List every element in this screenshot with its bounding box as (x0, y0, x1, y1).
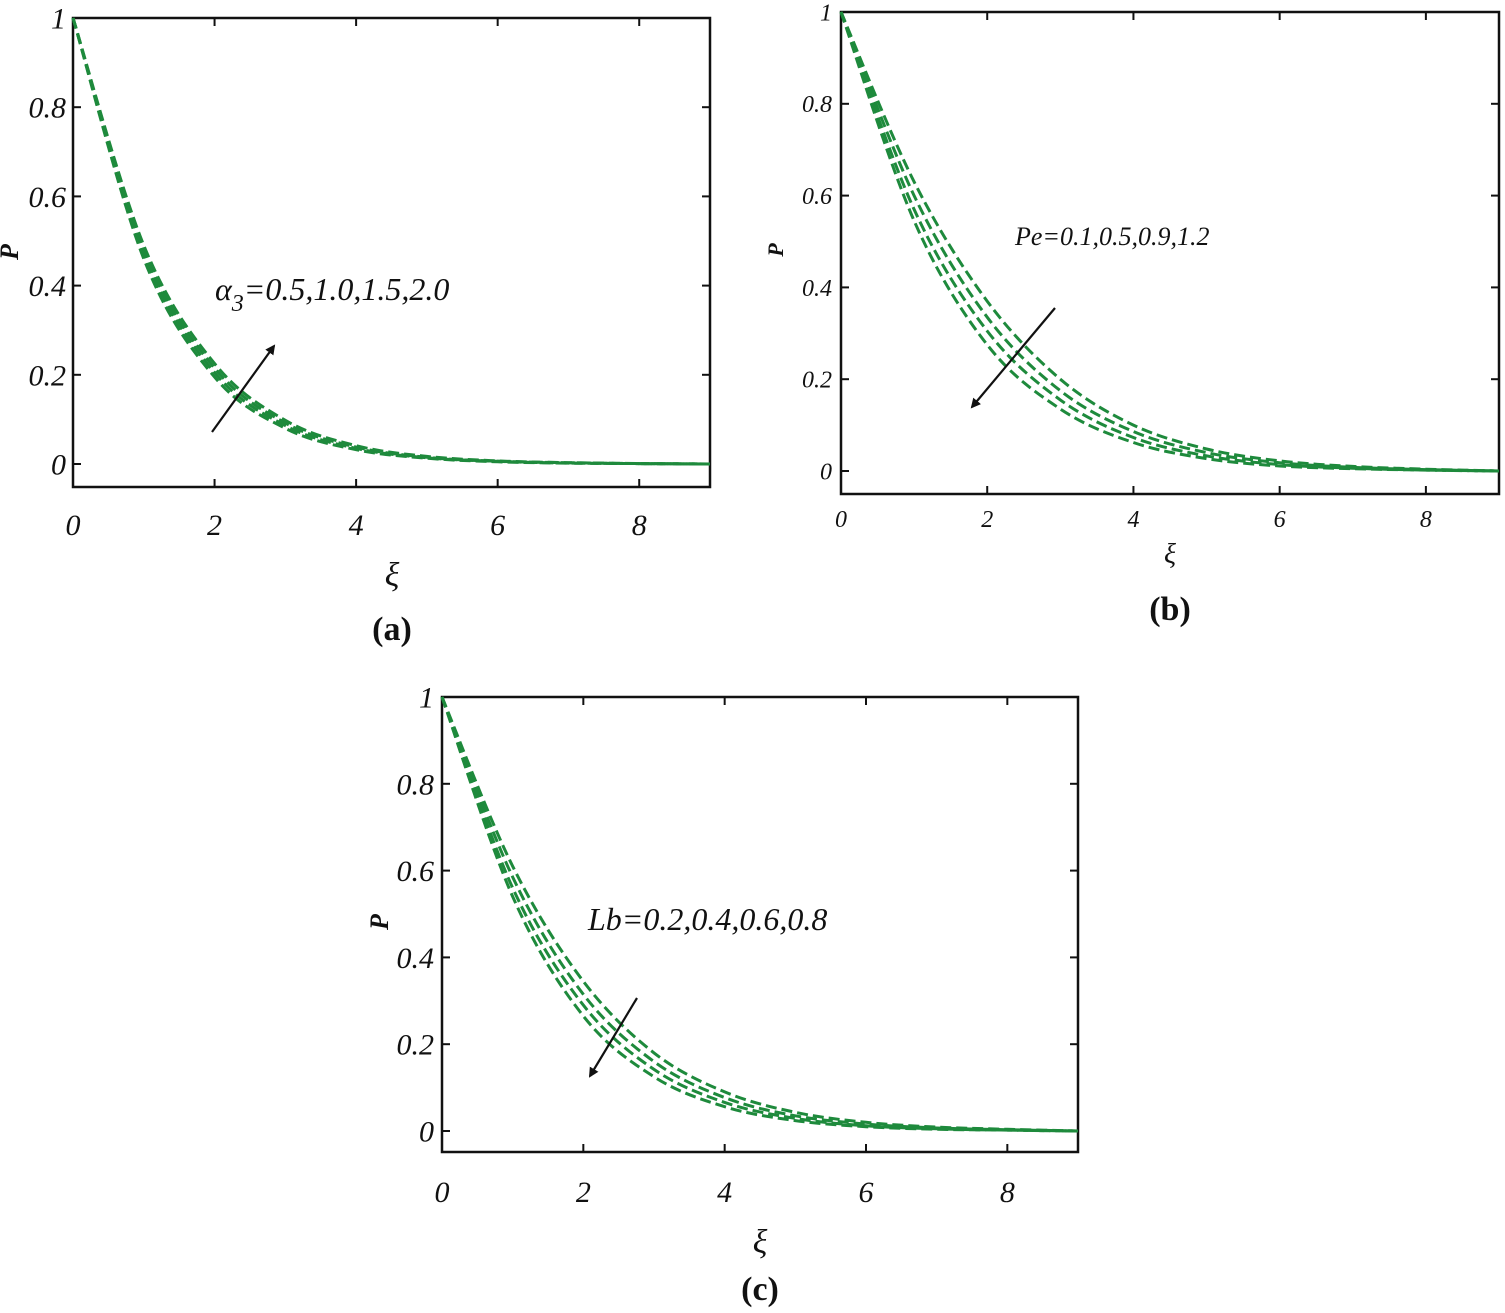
y-axis-label: P (365, 913, 394, 931)
x-tick-label: 2 (576, 1176, 591, 1209)
x-tick-label: 6 (859, 1176, 874, 1209)
series-line-4 (440, 696, 1079, 1133)
trend-arrow (970, 307, 1056, 409)
x-tick-label: 6 (1274, 507, 1286, 533)
y-tick-label: 0.8 (802, 92, 832, 118)
y-tick-label: 0.2 (29, 359, 67, 392)
y-tick-label: 0.6 (29, 181, 67, 214)
series-line-3 (71, 17, 711, 466)
y-tick-label: 0 (820, 459, 832, 485)
y-tick-label: 0.2 (802, 368, 832, 394)
x-tick-label: 0 (435, 1176, 450, 1209)
x-tick-label: 6 (490, 509, 505, 542)
x-tick-label: 2 (207, 509, 222, 542)
series-line-1 (71, 17, 711, 466)
parameter-annotation: Lb=0.2,0.4,0.6,0.8 (587, 901, 827, 937)
y-tick-label: 0.8 (397, 768, 435, 801)
x-tick-label: 8 (632, 509, 647, 542)
series-line-3 (440, 696, 1079, 1133)
chart-panel-b: 0 2 4 6 8 0 0.2 0.4 0.6 0.8 1 ξ P (b) Pe=0.1,0.5,0.9,1… (763, 0, 1501, 628)
y-tick-label: 0.8 (29, 92, 67, 125)
y-tick-label: 0 (419, 1116, 434, 1149)
series-line-1 (839, 11, 1500, 473)
y-axis-label: P (763, 243, 788, 258)
panel-caption: (b) (1149, 591, 1191, 628)
x-axis-label: ξ (753, 1224, 768, 1261)
y-tick-label: 0.4 (397, 942, 435, 975)
trend-arrow (588, 997, 638, 1078)
y-tick-label: 0.4 (802, 276, 832, 302)
x-tick-label: 0 (66, 509, 81, 542)
panel-caption: (a) (372, 611, 412, 648)
y-tick-label: 0.2 (397, 1029, 435, 1062)
series-line-2 (71, 17, 711, 466)
chart-panel-c: 0 2 4 6 8 0 0.2 0.4 0.6 0.8 1 ξ P (c) Lb=0.2,0.4,0.6,0… (365, 682, 1080, 1308)
x-tick-label: 8 (1420, 507, 1432, 533)
x-tick-label: 0 (835, 507, 847, 533)
series-line-4 (839, 11, 1500, 473)
trend-arrow (211, 344, 276, 433)
y-tick-label: 1 (820, 0, 832, 26)
y-tick-label: 0.6 (397, 855, 435, 888)
x-tick-label: 2 (981, 507, 993, 533)
panel-caption: (c) (741, 1271, 779, 1308)
parameter-annotation: α3=0.5,1.0,1.5,2.0 (215, 271, 449, 317)
x-tick-label: 8 (1000, 1176, 1015, 1209)
y-tick-label: 0 (51, 449, 66, 482)
plot-frame (71, 16, 712, 489)
x-tick-label: 4 (1127, 507, 1139, 533)
plot-frame (440, 695, 1080, 1154)
plot-frame (839, 10, 1501, 496)
y-tick-label: 0.4 (29, 270, 67, 303)
x-axis-label: ξ (385, 557, 400, 594)
y-axis-label: P (0, 243, 24, 261)
y-tick-label: 0.6 (802, 184, 832, 210)
chart-panel-a: 0 2 4 6 8 0 0.2 0.4 0.6 0.8 1 ξ P (a) α3=0.5,1.0,1.5,2… (0, 3, 712, 648)
parameter-annotation: Pe=0.1,0.5,0.9,1.2 (1014, 222, 1209, 251)
x-axis-label: ξ (1164, 539, 1176, 570)
x-tick-label: 4 (349, 509, 364, 542)
y-tick-label: 1 (419, 682, 434, 715)
series-line-4 (71, 17, 711, 466)
x-tick-label: 4 (717, 1176, 732, 1209)
y-tick-label: 1 (51, 3, 66, 36)
